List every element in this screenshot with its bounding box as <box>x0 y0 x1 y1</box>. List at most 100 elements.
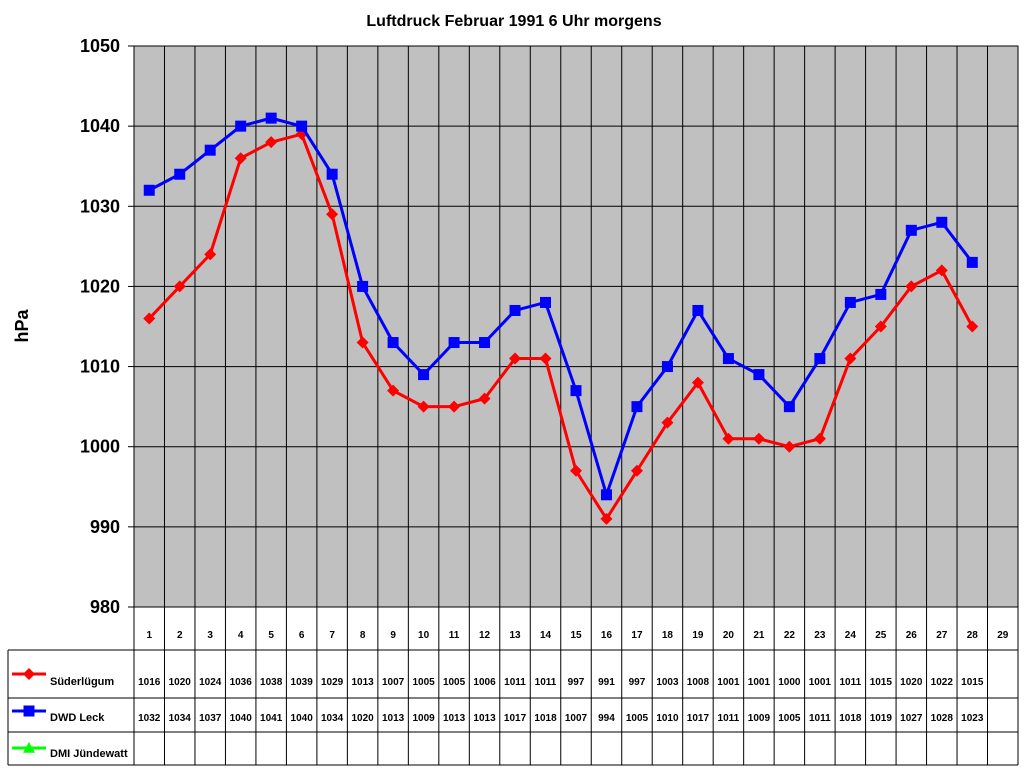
x-tick-label: 28 <box>967 630 979 641</box>
x-tick-label: 13 <box>509 630 521 641</box>
y-tick-label: 990 <box>90 517 120 537</box>
y-tick-label: 1010 <box>80 357 120 377</box>
y-axis: 980 990 1000 1010 1020 1030 1040 1050 <box>80 36 134 617</box>
data-point <box>722 432 735 445</box>
y-tick-label: 1020 <box>80 276 120 296</box>
x-tick-label: 8 <box>360 630 366 641</box>
data-point <box>966 320 979 333</box>
table-cell-value: 1034 <box>321 713 344 724</box>
table-cell-value: 1037 <box>199 713 222 724</box>
table-cell-value: 997 <box>629 677 646 688</box>
data-point <box>905 224 917 236</box>
data-point <box>417 400 430 413</box>
table-cell-value: 1038 <box>260 677 283 688</box>
data-point <box>448 400 461 413</box>
table-cell-value: 1017 <box>687 713 710 724</box>
data-point <box>630 464 643 477</box>
x-tick-label: 9 <box>390 630 396 641</box>
data-point <box>235 120 247 132</box>
x-tick-label: 4 <box>238 630 244 641</box>
table-cell-value: 1000 <box>778 677 801 688</box>
table-cell-value: 1020 <box>351 713 374 724</box>
table-cell-value: 1022 <box>931 677 954 688</box>
x-tick-label: 24 <box>845 630 857 641</box>
data-point <box>357 280 369 292</box>
table-cell-value: 994 <box>598 713 615 724</box>
data-table: 1 2 3 4 5 6 7 8 9 10 11 12 13 14 15 16 17 18 19 20 21 22 23 24 2… <box>7 606 1019 766</box>
y-tick-label: 1040 <box>80 116 120 136</box>
table-cell-value: 1017 <box>504 713 527 724</box>
legend-marker <box>23 742 35 753</box>
table-cell-value: 1032 <box>138 713 161 724</box>
data-point <box>326 208 339 221</box>
data-point <box>935 264 948 277</box>
data-point <box>509 352 522 365</box>
x-tick-label: 18 <box>662 630 674 641</box>
table-cell-value: 1007 <box>382 677 405 688</box>
data-point <box>600 512 613 525</box>
table-cell-value: 1006 <box>473 677 496 688</box>
legend-label: Süderlügum <box>50 676 114 688</box>
table-cell-value: 1020 <box>169 677 192 688</box>
table-cell-value: 1018 <box>839 713 862 724</box>
x-tick-label: 29 <box>997 630 1009 641</box>
x-tick-label: 1 <box>146 630 152 641</box>
data-point <box>539 352 552 365</box>
table-cell-value: 1010 <box>656 713 679 724</box>
table-cell-value: 1023 <box>961 713 984 724</box>
table-cell-value: 1005 <box>778 713 801 724</box>
table-cell-value: 1015 <box>870 677 893 688</box>
x-tick-label: 23 <box>814 630 826 641</box>
table-cell-value: 1005 <box>412 677 435 688</box>
table-cell-value: 1015 <box>961 677 984 688</box>
x-tick-label: 15 <box>570 630 582 641</box>
table-cell-value: 1027 <box>900 713 923 724</box>
data-point <box>418 369 430 381</box>
x-tick-label: 20 <box>723 630 735 641</box>
data-point <box>752 432 765 445</box>
table-cell-value: 1020 <box>900 677 923 688</box>
series-line <box>148 116 974 497</box>
data-point <box>813 432 826 445</box>
data-point <box>143 184 155 196</box>
table-cell-value: 1041 <box>260 713 283 724</box>
table-cell-value: 1040 <box>291 713 314 724</box>
y-tick-label: 1000 <box>80 437 120 457</box>
series-layer <box>143 112 979 525</box>
table-cell-value: 1034 <box>169 713 192 724</box>
table-cell-value: 1005 <box>443 677 466 688</box>
data-point <box>753 369 765 381</box>
table-cell-value: 1005 <box>626 713 649 724</box>
y-tick-label: 1050 <box>80 36 120 56</box>
data-point <box>356 336 369 349</box>
data-point <box>387 384 400 397</box>
x-tick-label: 14 <box>540 630 552 641</box>
y-tick-label: 980 <box>90 597 120 617</box>
x-tick-label: 2 <box>177 630 183 641</box>
x-tick-label: 5 <box>268 630 274 641</box>
y-tick-label: 1030 <box>80 196 120 216</box>
x-tick-label: 16 <box>601 630 613 641</box>
data-point <box>265 112 277 124</box>
data-point <box>844 352 857 365</box>
x-tick-label: 25 <box>875 630 887 641</box>
data-point <box>936 216 948 228</box>
table-cell-value: 1013 <box>443 713 466 724</box>
data-point <box>479 337 491 349</box>
x-tick-label: 10 <box>418 630 430 641</box>
table-cell-value: 1009 <box>412 713 435 724</box>
table-cell-value: 1013 <box>382 713 405 724</box>
table-cell-value: 1016 <box>138 677 161 688</box>
table-cell-value: 1011 <box>718 713 740 724</box>
x-tick-label: 3 <box>207 630 213 641</box>
data-point <box>966 256 978 268</box>
x-tick-label: 17 <box>631 630 643 641</box>
data-point <box>326 168 338 180</box>
data-point <box>448 337 460 349</box>
table-cell-value: 1001 <box>809 677 832 688</box>
table-cell-value: 1007 <box>565 713 588 724</box>
table-cell-value: 1011 <box>535 677 557 688</box>
data-point <box>173 280 186 293</box>
data-point <box>692 304 704 316</box>
